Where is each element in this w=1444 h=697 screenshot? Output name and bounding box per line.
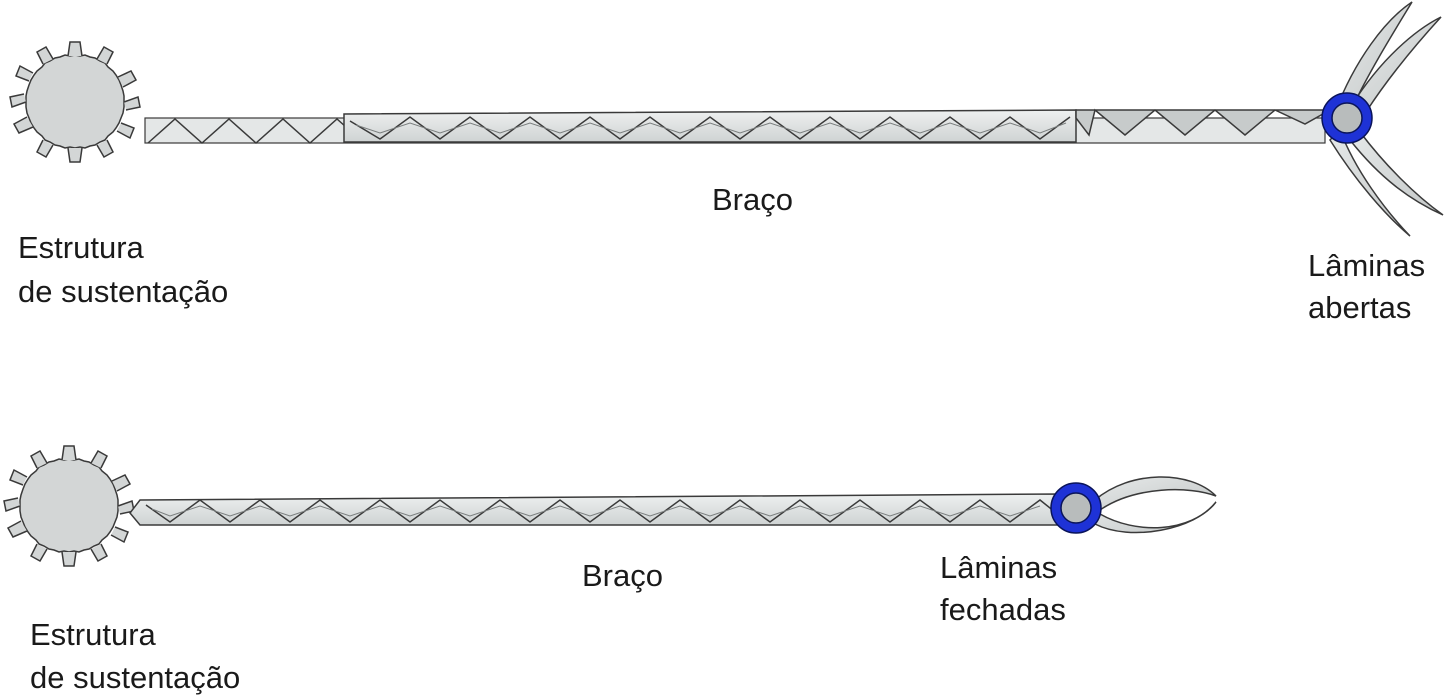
top-gear-label-line1: Estrutura [18, 230, 145, 265]
top-blade-lower-inner [1348, 130, 1444, 216]
top-blade-upper-inner [1350, 16, 1442, 113]
bottom-blades-label-line1: Lâminas [940, 550, 1057, 585]
top-support-gear [25, 54, 125, 149]
bottom-assembly: Estrutura de sustentação Braço Lâminas f… [3, 445, 1217, 695]
bottom-support-gear [19, 458, 119, 553]
bottom-blades-label-line2: fechadas [940, 592, 1066, 627]
top-gear-label-line2: de sustentação [18, 274, 228, 309]
bottom-blade-upper [1094, 476, 1217, 512]
top-rack-teeth-right [1075, 108, 1333, 137]
top-blade-upper-outer [1333, 1, 1413, 114]
bottom-pivot-center [1060, 492, 1092, 524]
top-blades-label-line1: Lâminas [1308, 248, 1425, 283]
top-arm-label: Braço [712, 182, 793, 217]
bottom-arm-label: Braço [582, 558, 663, 593]
top-gear-teeth [9, 41, 141, 163]
top-pivot-center [1331, 102, 1363, 134]
bottom-gear-label-line2: de sustentação [30, 660, 240, 695]
top-sleeve-zigzag [349, 116, 1071, 140]
top-blade-lower-outer [1329, 128, 1411, 237]
top-assembly: Estrutura de sustentação Braço Lâminas a… [9, 1, 1444, 325]
bottom-blade-lower [1093, 501, 1217, 534]
top-rack-teeth-left [147, 117, 347, 145]
top-sleeve-zigzag-inner [355, 122, 1067, 134]
bottom-sleeve-zigzag-inner [151, 505, 1041, 517]
bottom-arm-sleeve [129, 493, 1061, 526]
bottom-gear-teeth [3, 445, 135, 567]
top-arm-sleeve [343, 109, 1077, 143]
bottom-gear-label-line1: Estrutura [30, 617, 157, 652]
top-blades-label-line2: abertas [1308, 290, 1411, 325]
